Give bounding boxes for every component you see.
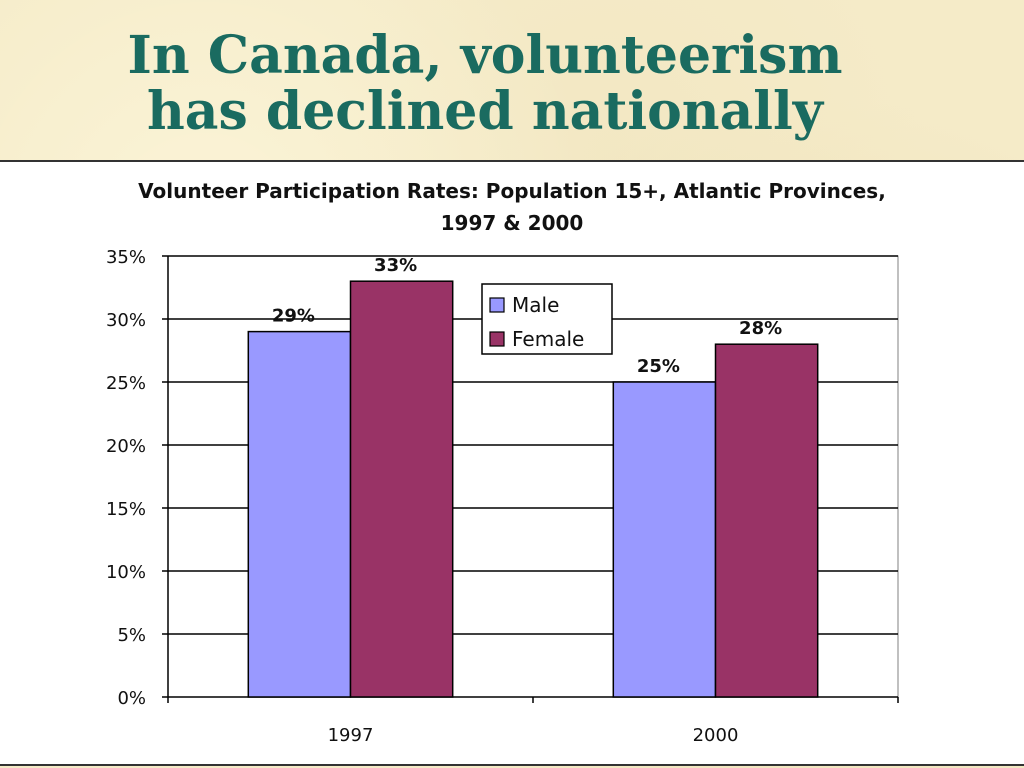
y-tick-label: 20%	[106, 436, 146, 457]
bar-male-1997	[247, 330, 352, 698]
y-tick-label: 5%	[117, 625, 146, 646]
y-tick-label: 15%	[106, 499, 146, 520]
bar-female-1997	[349, 280, 454, 698]
slide-title-line-2: has declined nationally	[146, 81, 824, 142]
data-label-female-1997: 33%	[374, 255, 417, 276]
chart-title-line-2: 1997 & 2000	[441, 211, 584, 235]
y-tick-label: 35%	[106, 247, 146, 268]
plot-area: 0% 5% 10% 15% 20% 25% 30% 35% 29% 33% 1997 25% 28% 20…	[106, 247, 899, 746]
x-tick-label: 1997	[328, 725, 374, 746]
bar-female-2000	[714, 343, 819, 698]
legend-swatch-male	[489, 297, 505, 313]
data-label-male-2000: 25%	[637, 356, 680, 377]
legend-label-female: Female	[512, 327, 584, 351]
y-tick-label: 30%	[106, 310, 146, 331]
slide-title: In Canada, volunteerism has declined nat…	[0, 28, 970, 140]
bar-male-2000	[612, 381, 717, 698]
chart-frame: Volunteer Participation Rates: Populatio…	[0, 160, 1024, 766]
y-tick-label: 10%	[106, 562, 146, 583]
data-label-male-1997: 29%	[272, 306, 315, 327]
x-tick-label: 2000	[693, 725, 739, 746]
data-label-female-2000: 28%	[739, 318, 782, 339]
y-tick-label: 0%	[117, 688, 146, 709]
legend-swatch-female	[489, 331, 505, 347]
chart-title-line-1: Volunteer Participation Rates: Populatio…	[138, 179, 886, 203]
y-tick-label: 25%	[106, 373, 146, 394]
bar-chart: Volunteer Participation Rates: Populatio…	[106, 179, 899, 746]
legend-label-male: Male	[512, 293, 559, 317]
slide-title-line-1: In Canada, volunteerism	[127, 25, 843, 86]
